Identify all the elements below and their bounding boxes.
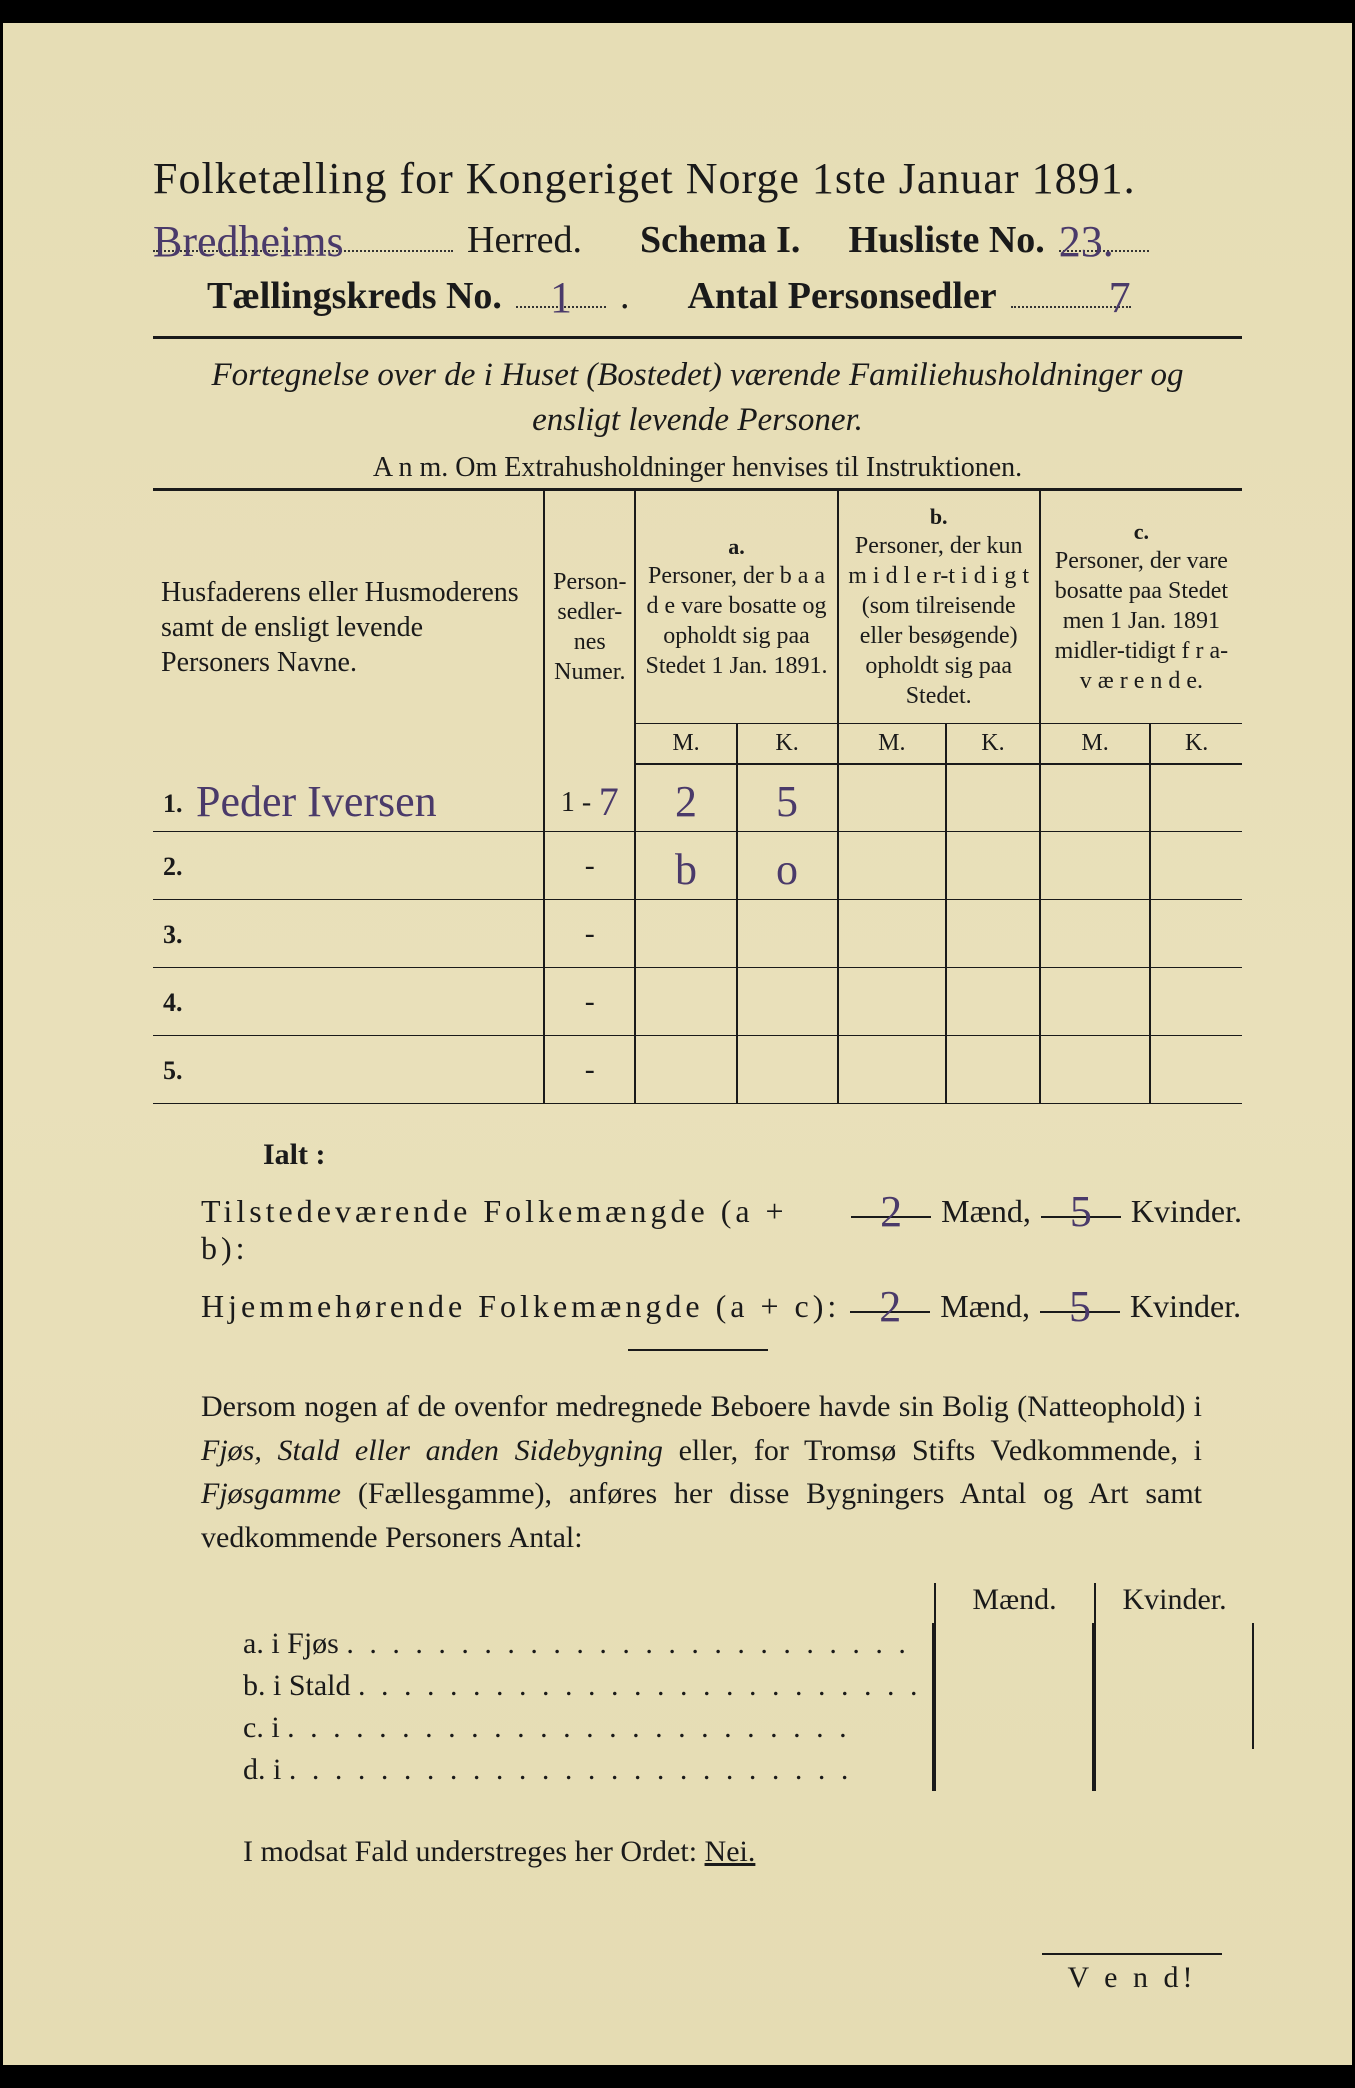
mk-a-m: M. [635, 723, 736, 764]
side-hdr-k: Kvinder. [1094, 1583, 1254, 1623]
personsedler-value: 7 [1109, 273, 1131, 322]
page-title: Folketælling for Kongeriget Norge 1ste J… [153, 153, 1242, 204]
husliste-label: Husliste No. [848, 218, 1044, 262]
schema-label: Schema I. [640, 218, 800, 262]
side-row-label: c. i . . . . . . . . . . . . . . . . . .… [243, 1707, 934, 1749]
mk-c-k: K. [1150, 723, 1242, 764]
side-cell-m [934, 1665, 1094, 1707]
short-divider [628, 1349, 768, 1351]
tot2-m: 2 [879, 1282, 901, 1331]
header-row-3: Tællingskreds No. 1 . Antal Personsedler… [153, 268, 1242, 318]
side-cell-m [934, 1623, 1094, 1665]
divider [153, 336, 1242, 339]
kreds-value: 1 [550, 273, 572, 322]
col-header-a: a. Personer, der b a a d e vare bosatte … [635, 490, 837, 724]
col-header-name: Husfaderens eller Husmoderens samt de en… [153, 490, 544, 764]
mk-a-k: K. [737, 723, 838, 764]
main-table: Husfaderens eller Husmoderens samt de en… [153, 488, 1242, 1104]
nei-underlined: Nei. [705, 1835, 756, 1868]
col-header-num: Person-sedler-nes Numer. [544, 490, 635, 764]
table-row: 4. - [153, 968, 1242, 1036]
side-cell-k [1094, 1623, 1254, 1665]
table-row: 2. - b o [153, 832, 1242, 900]
tot1-k: 5 [1070, 1187, 1092, 1236]
side-row-label: b. i Stald . . . . . . . . . . . . . . .… [243, 1665, 934, 1707]
herred-value: Bredheims [153, 217, 344, 266]
mk-b-k: K. [946, 723, 1040, 764]
census-form-page: Folketælling for Kongeriget Norge 1ste J… [0, 20, 1355, 2068]
totals-line-2: Hjemmehørende Folkemængde (a + c): 2 Mæn… [201, 1277, 1242, 1325]
personsedler-label: Antal Personsedler [687, 274, 996, 318]
side-cell-k [1094, 1707, 1254, 1749]
mk-c-m: M. [1040, 723, 1150, 764]
ialt-label: Ialt : [263, 1138, 1242, 1172]
tot1-m: 2 [880, 1187, 902, 1236]
vend-label: V e n d! [1042, 1953, 1222, 1995]
table-row: 5. - [153, 1036, 1242, 1104]
side-cell-m [934, 1707, 1094, 1749]
side-hdr-m: Mænd. [934, 1583, 1094, 1623]
bottom-line: I modsat Fald understreges her Ordet: Ne… [243, 1835, 1242, 1869]
table-row: 1. Peder Iversen 1 - 7 2 5 [153, 764, 1242, 832]
kreds-label: Tællingskreds No. [207, 274, 502, 318]
tot2-k: 5 [1069, 1282, 1091, 1331]
col-header-c: c. Personer, der vare bosatte paa Stedet… [1040, 490, 1242, 724]
table-row: 3. - [153, 900, 1242, 968]
mk-b-m: M. [838, 723, 947, 764]
anm-note: A n m. Om Extrahusholdninger henvises ti… [153, 452, 1242, 484]
totals-line-1: Tilstedeværende Folkemængde (a + b): 2 M… [201, 1182, 1242, 1267]
herred-label: Herred. [467, 218, 582, 262]
side-cell-k [1094, 1749, 1254, 1791]
husliste-value: 23. [1059, 217, 1114, 266]
subtitle: Fortegnelse over de i Huset (Bostedet) v… [193, 353, 1202, 442]
side-cell-k [1094, 1665, 1254, 1707]
paragraph: Dersom nogen af de ovenfor medregnede Be… [201, 1385, 1202, 1559]
side-row-label: d. i . . . . . . . . . . . . . . . . . .… [243, 1749, 934, 1791]
col-header-b: b. Personer, der kun m i d l e r-t i d i… [838, 490, 1040, 724]
side-table: Mænd. Kvinder. a. i Fjøs . . . . . . . .… [243, 1583, 1182, 1791]
side-row-label: a. i Fjøs . . . . . . . . . . . . . . . … [243, 1623, 934, 1665]
header-row-2: Bredheims Herred. Schema I. Husliste No.… [153, 212, 1242, 262]
side-cell-m [934, 1749, 1094, 1791]
